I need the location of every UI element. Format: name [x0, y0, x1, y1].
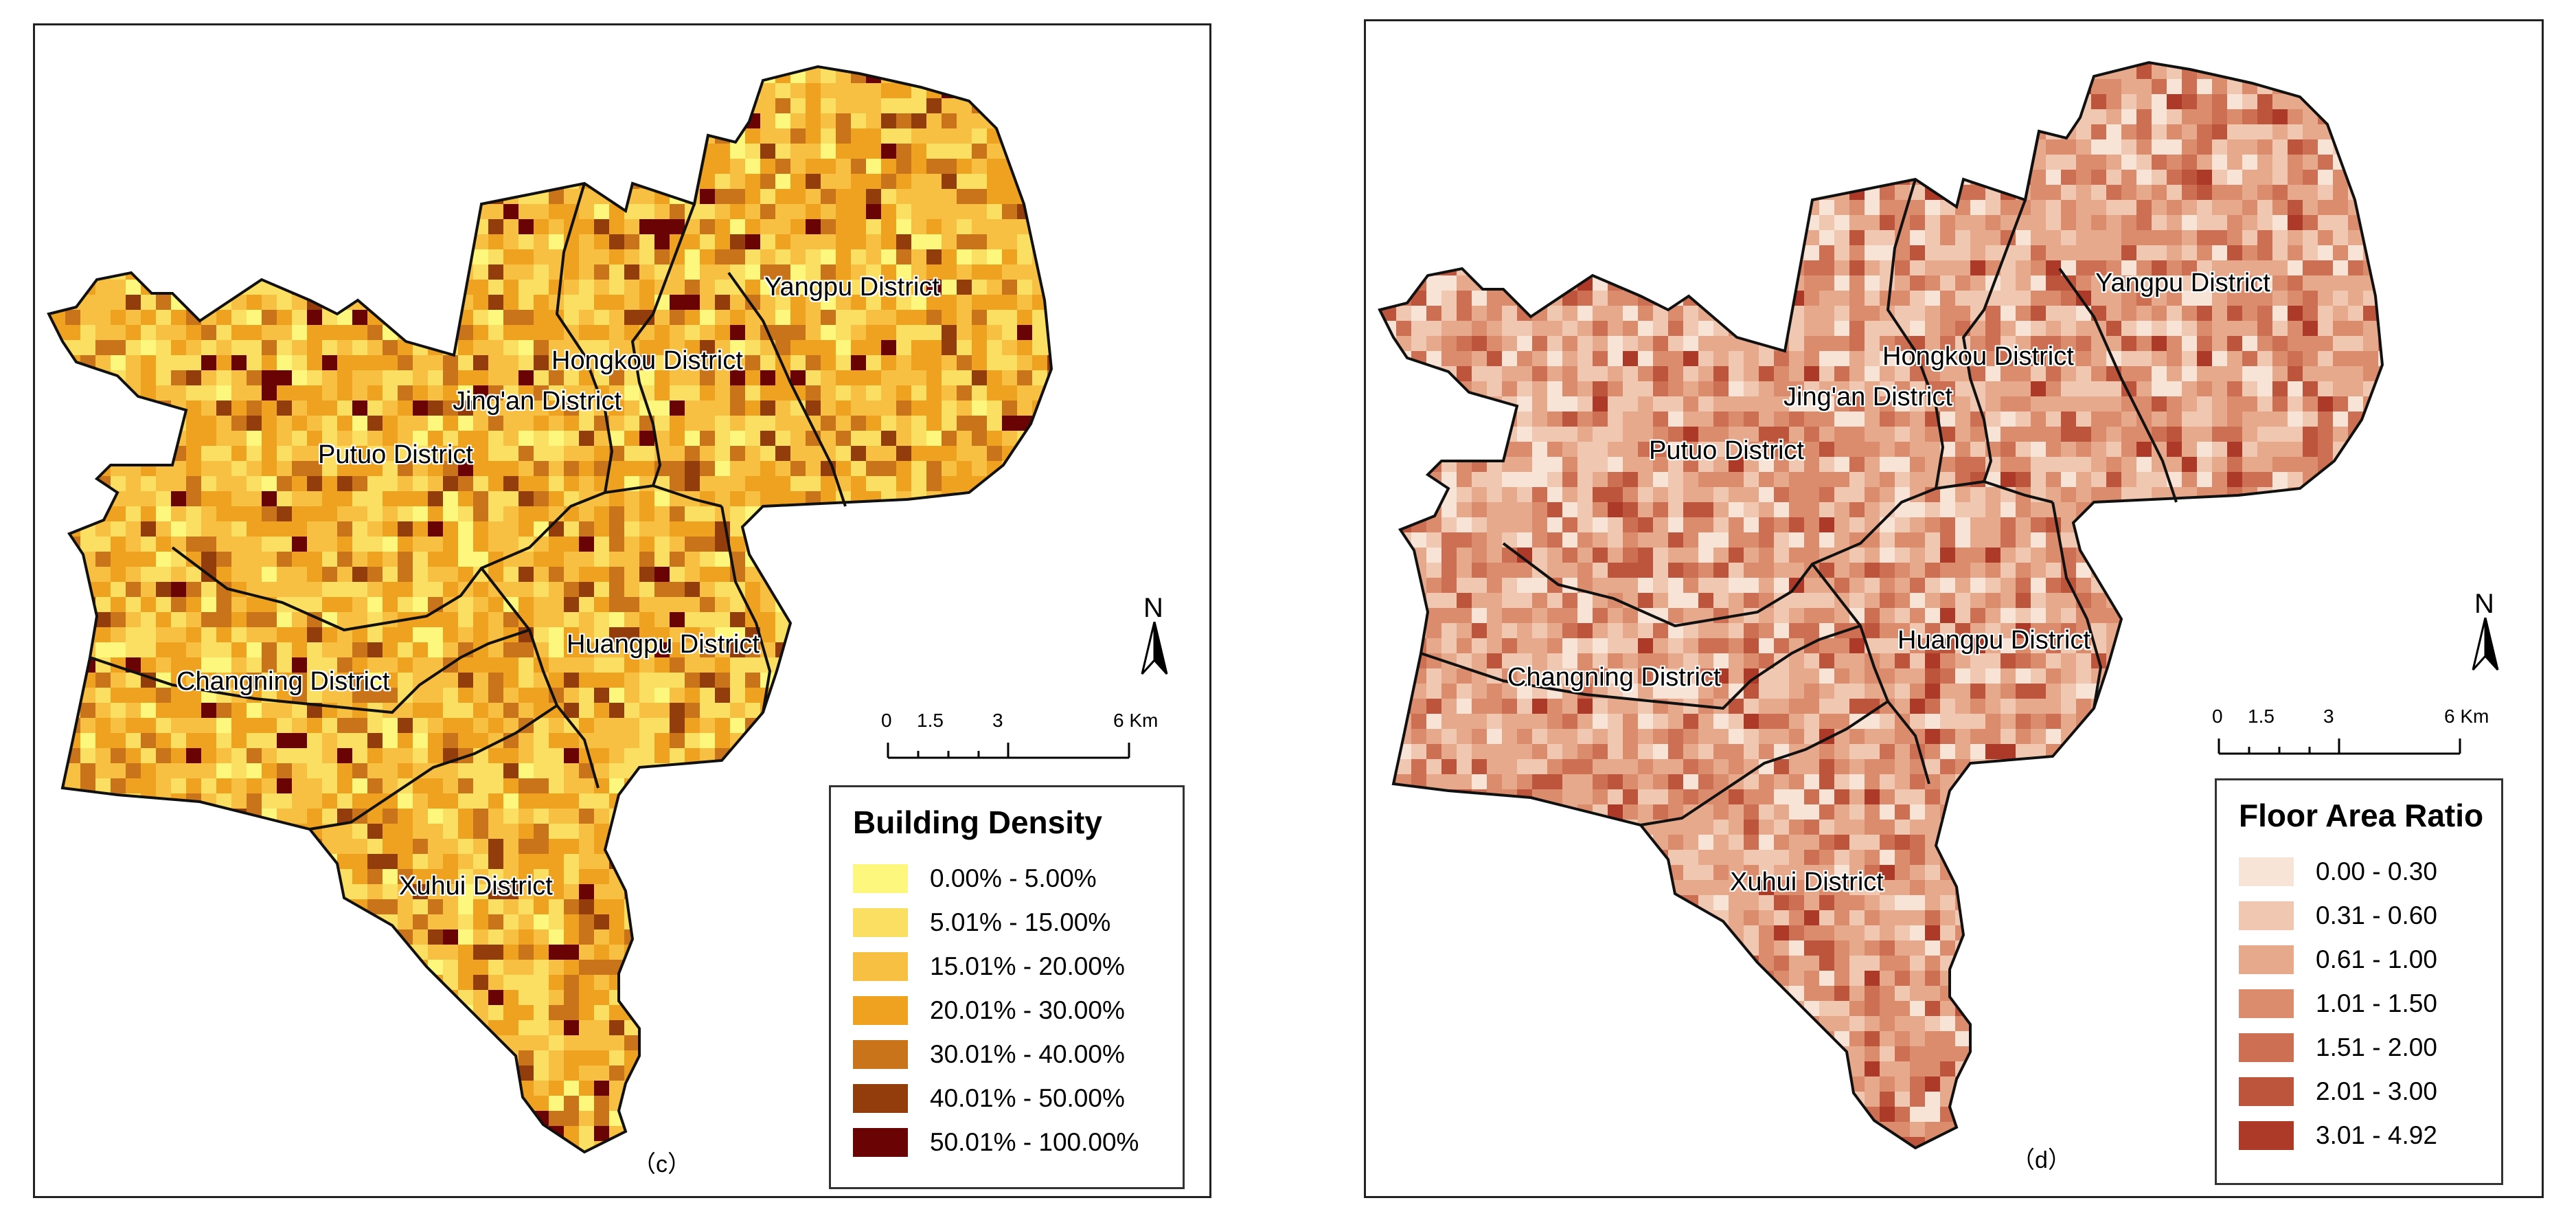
panel-label-d: （d） — [2011, 1147, 2071, 1173]
district-label-changning: Changning District — [1507, 663, 1721, 692]
district-boundary — [1886, 179, 1945, 489]
legend-label: 0.31 - 0.60 — [2316, 901, 2437, 929]
legend-label: 30.01% - 40.00% — [930, 1040, 1125, 1068]
district-boundary — [89, 629, 530, 714]
legend-label: 1.51 - 2.00 — [2316, 1033, 2437, 1061]
legend-title: Floor Area Ratio — [2239, 798, 2484, 833]
district-boundary — [480, 567, 600, 789]
district-boundary — [2058, 267, 2178, 503]
scale-tick-2: 3 — [992, 710, 1003, 731]
district-label-yangpu: Yangpu District — [764, 273, 939, 302]
legend-swatch — [2239, 857, 2294, 886]
legend-label: 20.01% - 30.00% — [930, 996, 1125, 1024]
district-label-putuo: Putuo District — [1649, 436, 1804, 465]
legend-title: Building Density — [853, 804, 1102, 840]
legend-label: 1.01 - 1.50 — [2316, 989, 2437, 1017]
district-boundary — [1961, 131, 2040, 482]
district-label-hongkou: Hongkou District — [1882, 342, 2074, 371]
scale-tick-0: 0 — [881, 710, 892, 731]
legend-swatch — [2239, 1121, 2294, 1150]
district-boundary — [1811, 563, 1930, 785]
scale-tick-3: 6 Km — [2444, 706, 2489, 727]
district-boundary — [727, 271, 847, 507]
legend-label: 50.01% - 100.00% — [930, 1128, 1139, 1156]
legend-label: 5.01% - 15.00% — [930, 908, 1111, 936]
legend-label: 2.01 - 3.00 — [2316, 1077, 2437, 1105]
legend-swatch — [853, 1128, 908, 1157]
legend-swatch — [2239, 945, 2294, 974]
study-area-outline — [1378, 60, 2384, 1150]
district-label-hongkou: Hongkou District — [551, 346, 743, 375]
north-label: N — [1143, 593, 1163, 623]
district-label-huangpu: Huangpu District — [567, 630, 760, 659]
legend-swatch — [853, 1040, 908, 1069]
north-label: N — [2474, 589, 2494, 619]
panel-label-c: （c） — [632, 1151, 691, 1177]
legend-label: 15.01% - 20.00% — [930, 952, 1125, 980]
north-arrow-icon — [1141, 622, 1168, 675]
legend-swatch — [853, 996, 908, 1025]
district-boundary — [720, 506, 772, 713]
scale-tick-2: 3 — [2323, 706, 2334, 727]
scale-tick-0: 0 — [2212, 706, 2223, 727]
district-boundary — [630, 135, 709, 486]
district-boundary — [1640, 700, 1889, 826]
district-label-xuhui: Xuhui District — [399, 872, 553, 901]
scale-tick-3: 6 Km — [1113, 710, 1159, 731]
legend-label: 0.00 - 0.30 — [2316, 857, 2437, 886]
district-label-putuo: Putuo District — [318, 440, 473, 469]
floor-area-ratio-map — [1378, 60, 2384, 1150]
study-area-outline — [47, 65, 1053, 1154]
legend-swatch — [853, 864, 908, 893]
legend-label: 40.01% - 50.00% — [930, 1084, 1125, 1112]
north-arrow-icon — [2472, 618, 2499, 671]
building-density-map-panel: Yangpu District Hongkou District Jing'an… — [33, 23, 1211, 1198]
district-label-changning: Changning District — [176, 667, 390, 696]
legend-swatch — [2239, 1033, 2294, 1062]
district-label-jingan: Jing'an District — [1783, 383, 1952, 411]
scale-bar: 0 1.5 3 6 Km — [881, 710, 1197, 771]
district-boundary — [2051, 501, 2103, 709]
building-density-legend: Building Density 0.00% - 5.00% 5.01% - 1… — [829, 785, 1185, 1189]
district-boundary — [555, 183, 614, 493]
legend-swatch — [853, 908, 908, 937]
legend-swatch — [2239, 1077, 2294, 1106]
district-label-xuhui: Xuhui District — [1730, 868, 1884, 897]
district-label-huangpu: Huangpu District — [1897, 626, 2090, 655]
legend-swatch — [853, 1084, 908, 1113]
floor-area-ratio-legend: Floor Area Ratio 0.00 - 0.30 0.31 - 0.60… — [2215, 778, 2503, 1185]
scale-bar-line — [2218, 738, 2461, 755]
scale-bar: 0 1.5 3 6 Km — [2212, 706, 2528, 767]
scale-bar-line — [887, 743, 1130, 759]
district-boundary — [1420, 624, 1861, 710]
scale-tick-1: 1.5 — [917, 710, 944, 731]
district-label-yangpu: Yangpu District — [2095, 269, 2270, 297]
district-label-jingan: Jing'an District — [453, 387, 622, 416]
scale-tick-1: 1.5 — [2248, 706, 2275, 727]
legend-label: 0.61 - 1.00 — [2316, 945, 2437, 973]
legend-swatch — [2239, 901, 2294, 930]
legend-label: 0.00% - 5.00% — [930, 864, 1097, 892]
legend-swatch — [853, 952, 908, 981]
north-arrow: N — [2466, 589, 2507, 671]
legend-swatch — [2239, 989, 2294, 1018]
legend-label: 3.01 - 4.92 — [2316, 1121, 2437, 1149]
building-density-map — [47, 65, 1053, 1154]
floor-area-ratio-map-panel: Yangpu District Hongkou District Jing'an… — [1364, 19, 2544, 1198]
district-boundary — [309, 704, 558, 831]
north-arrow: N — [1135, 593, 1176, 675]
